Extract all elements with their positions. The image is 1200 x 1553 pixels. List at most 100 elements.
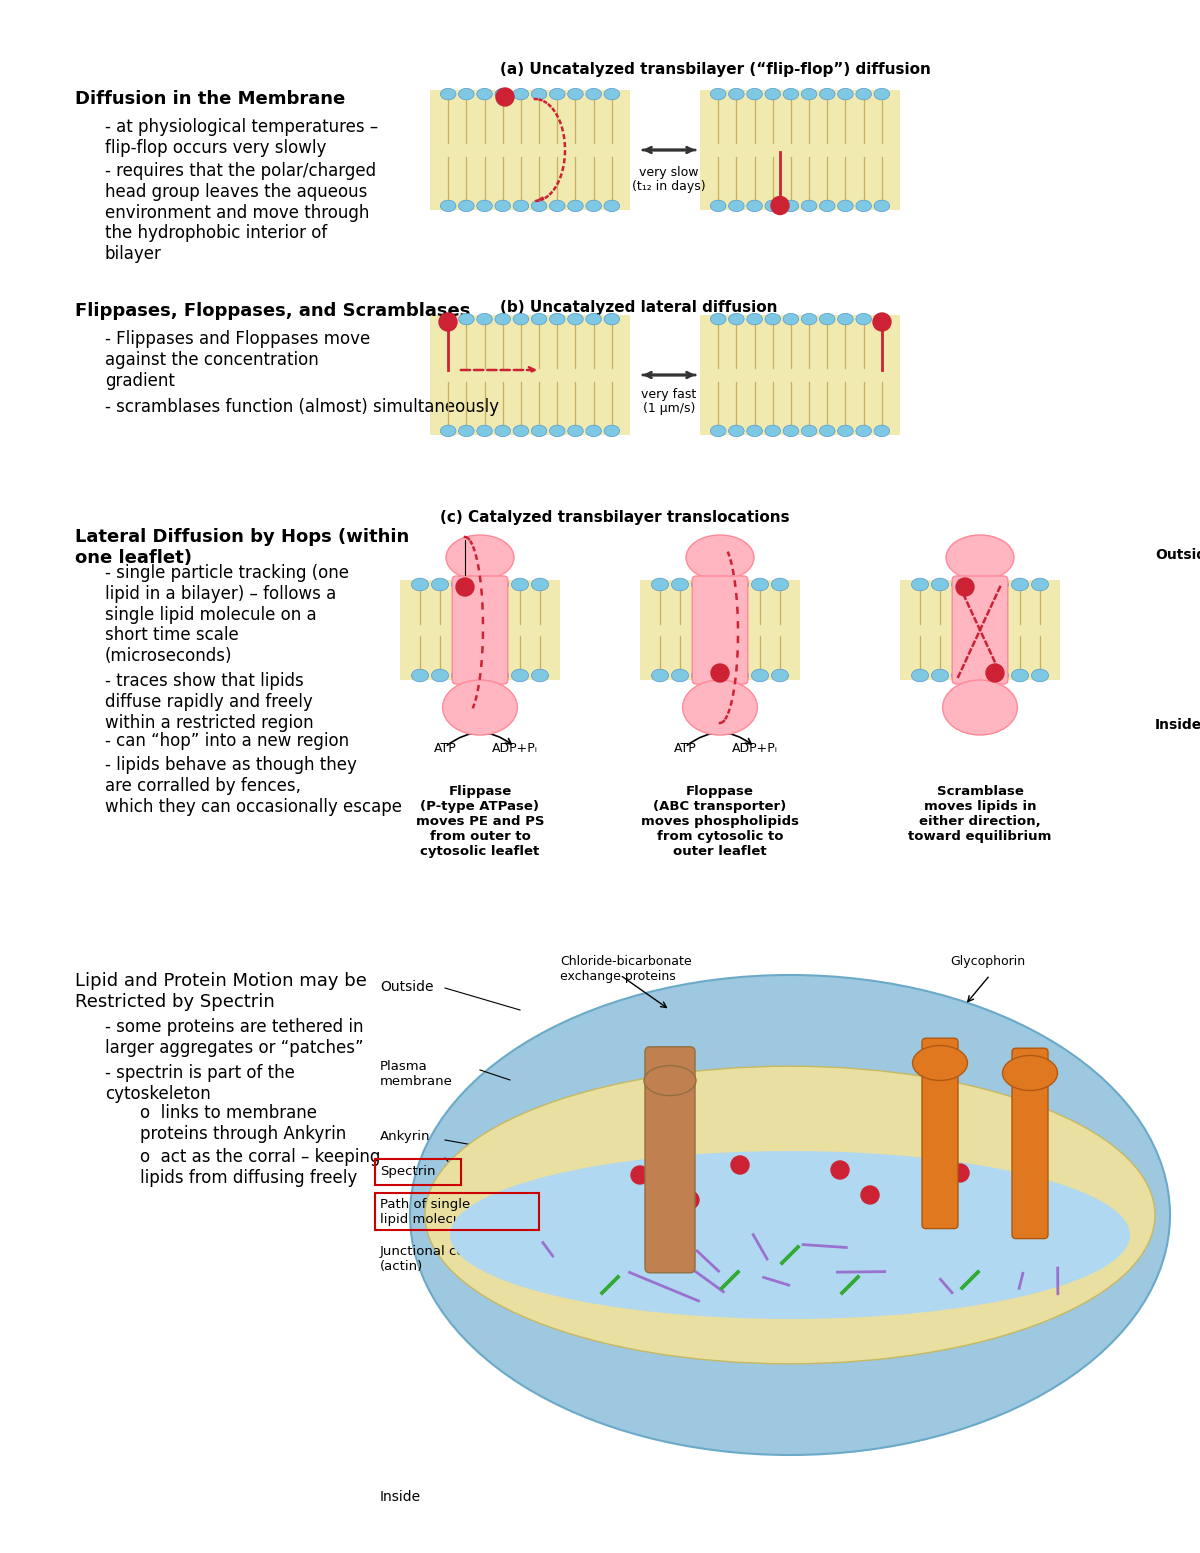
Text: ATP: ATP	[433, 742, 456, 755]
Ellipse shape	[856, 426, 871, 436]
Ellipse shape	[683, 680, 757, 735]
Ellipse shape	[912, 578, 929, 590]
Circle shape	[874, 314, 890, 331]
FancyBboxPatch shape	[692, 576, 748, 683]
Ellipse shape	[946, 534, 1014, 579]
Ellipse shape	[1002, 1056, 1057, 1090]
Ellipse shape	[532, 314, 547, 325]
Circle shape	[956, 578, 974, 596]
Text: Inside: Inside	[1154, 717, 1200, 731]
Ellipse shape	[874, 89, 889, 99]
Circle shape	[439, 314, 457, 331]
Ellipse shape	[728, 426, 744, 436]
Ellipse shape	[476, 200, 492, 211]
Ellipse shape	[458, 426, 474, 436]
Text: - Flippases and Floppases move
against the concentration
gradient: - Flippases and Floppases move against t…	[106, 329, 371, 390]
Text: ADP+Pᵢ: ADP+Pᵢ	[732, 742, 778, 755]
Ellipse shape	[550, 89, 565, 99]
Ellipse shape	[458, 200, 474, 211]
Ellipse shape	[450, 1151, 1130, 1318]
Ellipse shape	[746, 200, 762, 211]
Ellipse shape	[784, 426, 799, 436]
Text: Chloride-bicarbonate
exchange proteins: Chloride-bicarbonate exchange proteins	[560, 955, 691, 983]
Ellipse shape	[652, 669, 668, 682]
Bar	[430, 90, 630, 210]
Ellipse shape	[672, 578, 689, 590]
FancyBboxPatch shape	[452, 576, 508, 683]
Ellipse shape	[802, 426, 817, 436]
Circle shape	[862, 1186, 878, 1204]
Ellipse shape	[931, 578, 948, 590]
Ellipse shape	[712, 578, 728, 590]
FancyBboxPatch shape	[646, 1047, 695, 1273]
Bar	[700, 90, 900, 210]
Circle shape	[772, 197, 790, 214]
Ellipse shape	[586, 314, 601, 325]
Ellipse shape	[568, 426, 583, 436]
Ellipse shape	[838, 89, 853, 99]
Ellipse shape	[425, 1067, 1154, 1364]
Ellipse shape	[710, 314, 726, 325]
Ellipse shape	[728, 89, 744, 99]
Ellipse shape	[972, 578, 989, 590]
Ellipse shape	[764, 314, 780, 325]
Bar	[900, 579, 1060, 680]
Ellipse shape	[732, 578, 749, 590]
Text: o  links to membrane
proteins through Ankyrin: o links to membrane proteins through Ank…	[140, 1104, 347, 1143]
Ellipse shape	[838, 200, 853, 211]
Ellipse shape	[952, 578, 968, 590]
Text: Plasma
membrane: Plasma membrane	[380, 1061, 452, 1089]
Ellipse shape	[432, 669, 449, 682]
Ellipse shape	[514, 426, 529, 436]
Ellipse shape	[856, 314, 871, 325]
Text: Inside: Inside	[380, 1489, 421, 1503]
Circle shape	[456, 578, 474, 596]
Ellipse shape	[691, 669, 708, 682]
Ellipse shape	[972, 669, 989, 682]
Ellipse shape	[532, 578, 548, 590]
Ellipse shape	[412, 669, 428, 682]
Ellipse shape	[550, 200, 565, 211]
Text: - requires that the polar/charged
head group leaves the aqueous
environment and : - requires that the polar/charged head g…	[106, 162, 376, 262]
Ellipse shape	[751, 669, 768, 682]
Ellipse shape	[764, 89, 780, 99]
Ellipse shape	[732, 669, 749, 682]
Ellipse shape	[458, 89, 474, 99]
Text: ATP: ATP	[673, 742, 696, 755]
Ellipse shape	[644, 1065, 696, 1095]
Text: Outside: Outside	[1154, 548, 1200, 562]
Text: - traces show that lipids
diffuse rapidly and freely
within a restricted region: - traces show that lipids diffuse rapidl…	[106, 672, 313, 731]
FancyBboxPatch shape	[1012, 1048, 1048, 1239]
Ellipse shape	[874, 426, 889, 436]
Ellipse shape	[991, 578, 1008, 590]
Ellipse shape	[476, 314, 492, 325]
Ellipse shape	[652, 578, 668, 590]
Ellipse shape	[476, 426, 492, 436]
Ellipse shape	[532, 426, 547, 436]
Ellipse shape	[728, 200, 744, 211]
Circle shape	[631, 1166, 649, 1183]
Ellipse shape	[710, 200, 726, 211]
Ellipse shape	[586, 426, 601, 436]
Circle shape	[710, 665, 730, 682]
Ellipse shape	[746, 314, 762, 325]
Text: NH₃: NH₃	[458, 558, 481, 572]
Ellipse shape	[820, 89, 835, 99]
Text: - some proteins are tethered in
larger aggregates or “patches”: - some proteins are tethered in larger a…	[106, 1019, 364, 1056]
Ellipse shape	[514, 314, 529, 325]
Ellipse shape	[412, 578, 428, 590]
Text: Outside: Outside	[380, 980, 433, 994]
Ellipse shape	[476, 89, 492, 99]
Ellipse shape	[1032, 669, 1049, 682]
Ellipse shape	[751, 578, 768, 590]
Ellipse shape	[1012, 578, 1028, 590]
Ellipse shape	[494, 200, 510, 211]
Text: Diffusion in the Membrane: Diffusion in the Membrane	[74, 90, 346, 109]
Ellipse shape	[440, 426, 456, 436]
Ellipse shape	[511, 669, 528, 682]
Ellipse shape	[532, 200, 547, 211]
Ellipse shape	[514, 89, 529, 99]
Ellipse shape	[772, 578, 788, 590]
Text: (c) Catalyzed transbilayer translocations: (c) Catalyzed transbilayer translocation…	[440, 509, 790, 525]
Ellipse shape	[550, 314, 565, 325]
